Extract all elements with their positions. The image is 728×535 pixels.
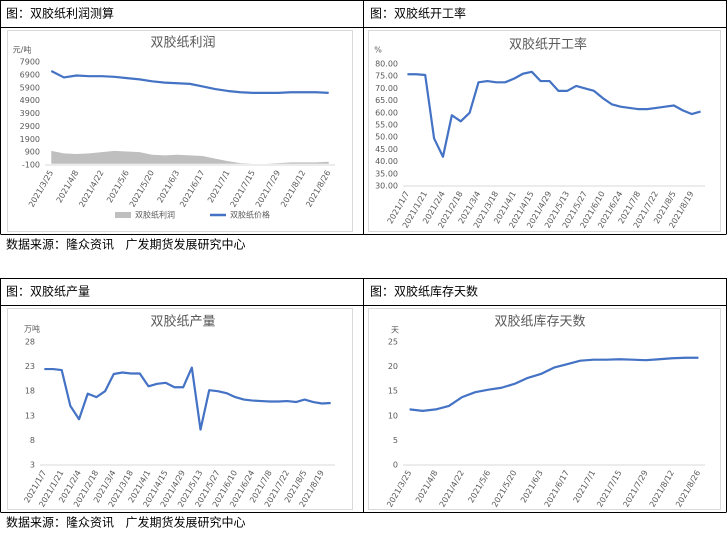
- y-tick-label: 60.00: [375, 108, 398, 117]
- x-tick-label: 2021/7/15: [229, 169, 257, 209]
- y-tick-label: 80.00: [375, 60, 398, 69]
- x-tick-label: 2021/6/3: [519, 469, 545, 505]
- panel-header: 图：双胶纸库存天数: [370, 284, 478, 299]
- y-tick-label: -100: [22, 161, 40, 170]
- legend-label: 双胶纸利润: [135, 210, 175, 220]
- x-tick-label: 2021/8/12: [648, 469, 676, 509]
- y-axis-unit: 天: [391, 326, 399, 335]
- x-tick-label: 2021/7/15: [595, 469, 623, 509]
- x-tick-label: 2021/4/8: [414, 469, 440, 505]
- y-tick-label: 20: [388, 362, 398, 371]
- y-axis-unit: %: [374, 46, 382, 55]
- chart-title: 双胶纸库存天数: [494, 314, 585, 330]
- header-box: [363, 0, 727, 28]
- y-tick-label: 65.00: [375, 96, 398, 105]
- y-tick-label: 8: [30, 436, 35, 445]
- line: [50, 70, 329, 94]
- x-tick-label: 2021/7/1: [572, 469, 598, 505]
- x-tick-label: 2021/8/26: [674, 469, 702, 509]
- y-tick-label: 2900: [20, 122, 40, 131]
- x-tick-label: 2021/5/20: [128, 169, 156, 209]
- legend-label: 双胶纸价格: [230, 210, 270, 220]
- source-note: 数据来源：隆众资讯 广发期货发展研究中心: [6, 515, 245, 530]
- y-tick-label: 30.00: [375, 182, 398, 191]
- y-tick-label: 23: [25, 362, 35, 371]
- chart-title: 双胶纸开工率: [509, 37, 587, 53]
- x-tick-label: 2021/3/25: [27, 169, 55, 209]
- y-tick-label: 75.00: [375, 72, 398, 81]
- x-tick-label: 2021/7/1: [206, 169, 232, 205]
- x-tick-label: 2021/4/22: [438, 469, 466, 509]
- chart-frames: [7, 30, 721, 510]
- x-tick-label: 2021/8/12: [279, 169, 307, 209]
- x-tick-label: 2021/8/26: [304, 169, 332, 209]
- line: [407, 70, 701, 158]
- y-tick-label: 10: [388, 411, 398, 420]
- y-tick-label: 15: [388, 387, 398, 396]
- chart-frame: [7, 30, 353, 232]
- x-tick-label: 2021/7/29: [254, 169, 282, 209]
- x-tick-label: 2021/5/6: [105, 169, 131, 205]
- y-tick-label: 3: [30, 461, 35, 470]
- y-tick-label: 7900: [20, 58, 40, 67]
- legend-swatch: [115, 212, 131, 218]
- y-tick-label: 900: [25, 148, 40, 157]
- source-note: 数据来源：隆众资讯 广发期货发展研究中心: [6, 237, 245, 252]
- y-tick-label: 45.00: [375, 145, 398, 154]
- x-tick-label: 2021/7/29: [622, 469, 650, 509]
- x-tick-label: 2021/5/6: [466, 469, 492, 505]
- y-tick-label: 0: [393, 461, 398, 470]
- chart-title: 双胶纸利润: [150, 35, 215, 51]
- y-axis-unit: 元/吨: [13, 45, 32, 55]
- chart-frame: [368, 30, 721, 232]
- y-tick-label: 55.00: [375, 121, 398, 130]
- panel-header: 图：双胶纸利润测算: [6, 6, 114, 21]
- x-tick-label: 2021/6/3: [156, 169, 182, 205]
- y-tick-label: 5: [393, 436, 398, 445]
- y-tick-label: 5900: [20, 83, 40, 92]
- y-tick-label: 35.00: [375, 169, 398, 178]
- y-tick-label: 40.00: [375, 157, 398, 166]
- x-tick-label: 2021/6/17: [178, 169, 206, 209]
- panel-header: 图：双胶纸开工率: [370, 6, 466, 21]
- y-tick-label: 13: [25, 411, 35, 420]
- x-tick-label: 2021/3/25: [385, 469, 413, 509]
- y-tick-label: 25: [388, 338, 398, 347]
- area: [51, 150, 329, 164]
- x-tick-label: 2021/4/8: [55, 169, 81, 205]
- line: [44, 366, 331, 431]
- y-tick-label: 6900: [20, 70, 40, 79]
- y-tick-label: 50.00: [375, 133, 398, 142]
- line: [409, 356, 699, 412]
- frames: [0, 0, 727, 513]
- chart-title: 双胶纸产量: [150, 314, 215, 330]
- x-tick-label: 2021/6/17: [543, 469, 571, 509]
- panel-header: 图：双胶纸产量: [6, 284, 90, 299]
- y-tick-label: 70.00: [375, 84, 398, 93]
- header-box: [363, 278, 727, 306]
- chart-frame: [368, 308, 721, 510]
- y-tick-label: 3900: [20, 109, 40, 118]
- y-tick-label: 28: [25, 338, 35, 347]
- y-tick-label: 4900: [20, 96, 40, 105]
- y-axis-unit: 万吨: [24, 324, 40, 334]
- x-tick-label: 2021/4/22: [77, 169, 105, 209]
- x-tick-label: 2021/5/20: [490, 469, 518, 509]
- y-tick-label: 18: [25, 387, 35, 396]
- chart-frame: [7, 308, 353, 510]
- y-tick-label: 1900: [20, 135, 40, 144]
